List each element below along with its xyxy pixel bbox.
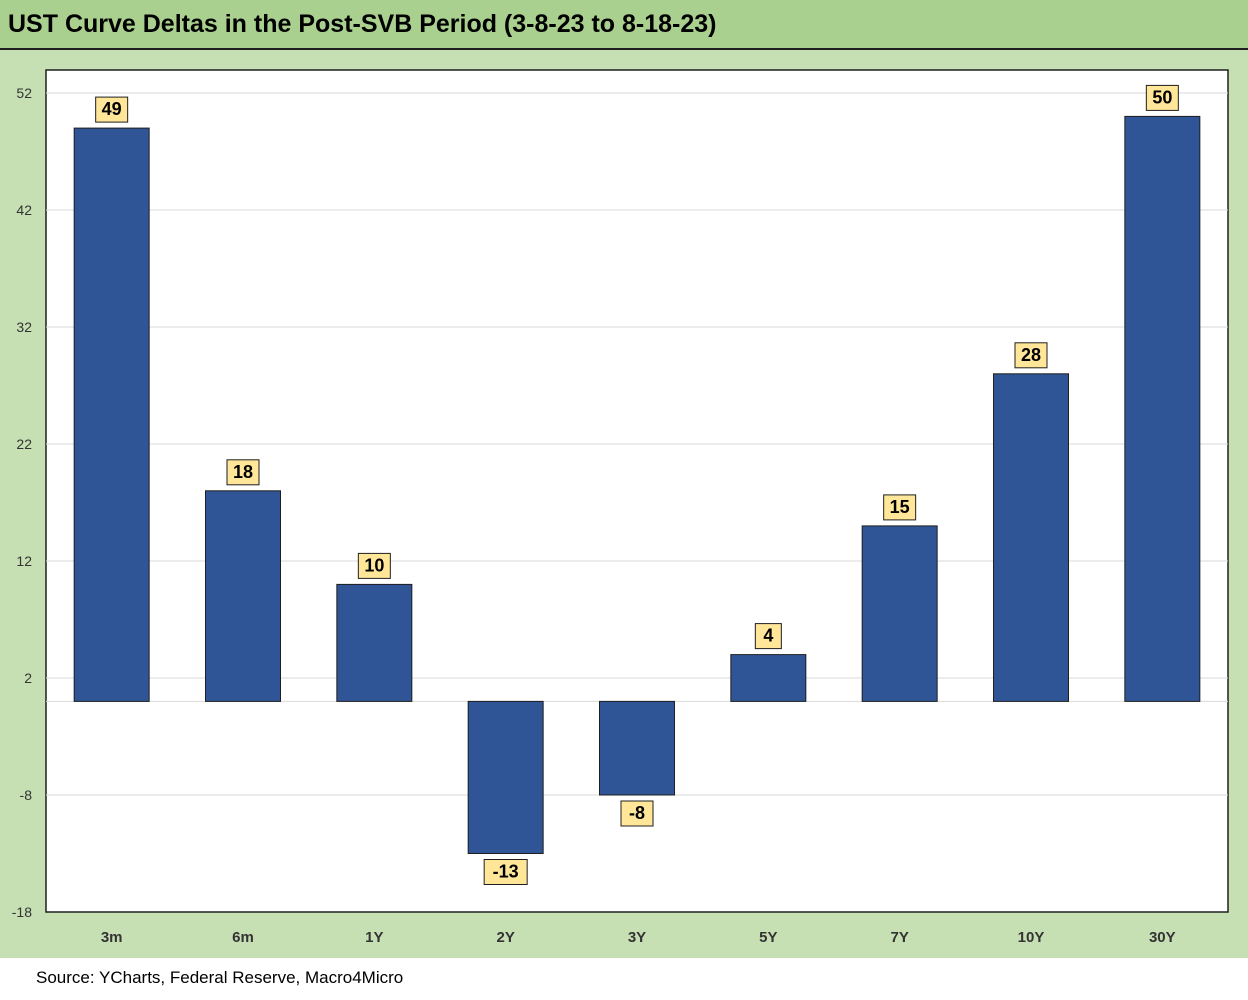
y-tick-label: 52	[16, 85, 32, 101]
x-tick-label: 6m	[232, 929, 254, 946]
data-label-box	[754, 623, 782, 650]
y-tick-label: 42	[16, 202, 32, 218]
data-label-box	[95, 96, 129, 123]
bar	[73, 127, 150, 702]
x-tick-label: 3Y	[628, 929, 646, 946]
data-label: 18	[226, 459, 260, 486]
bars	[73, 115, 1201, 855]
bar	[1124, 115, 1201, 702]
bar	[861, 525, 938, 702]
data-label: 10	[357, 552, 391, 579]
data-label-box	[357, 552, 391, 579]
y-tick-labels: 52 42 32 22 12 2 -8 -18	[12, 85, 32, 920]
y-tick-label: 12	[16, 553, 32, 569]
bar	[730, 654, 807, 702]
data-label-text: -13	[493, 862, 519, 882]
data-label-text: 50	[1152, 87, 1172, 107]
x-tick-label: 1Y	[365, 929, 383, 946]
source-note: Source: YCharts, Federal Reserve, Macro4…	[36, 968, 404, 987]
y-tick-label: -18	[12, 904, 32, 920]
data-label-text: -8	[629, 803, 645, 823]
bar	[599, 700, 675, 796]
data-label: 28	[1014, 342, 1048, 369]
data-label: -13	[483, 859, 528, 885]
chart-svg: 52 42 32 22 12 2 -8 -18 49 18 10 -13 -8 4 15 28 50 3m 6m…	[12, 69, 1229, 946]
data-label-text: 10	[364, 555, 384, 575]
data-label-box	[620, 800, 654, 827]
data-label-box	[1145, 84, 1179, 111]
data-label-text: 18	[233, 462, 253, 482]
data-label: 49	[95, 96, 129, 123]
data-label-box	[483, 859, 528, 885]
x-tick-label: 5Y	[759, 929, 777, 946]
y-tick-label: 32	[16, 319, 32, 335]
x-tick-label: 3m	[101, 929, 123, 946]
y-tick-label: 22	[16, 436, 32, 452]
data-label: -8	[620, 800, 654, 827]
x-tick-label: 7Y	[890, 929, 908, 946]
data-labels: 49 18 10 -13 -8 4 15 28 50	[95, 84, 1179, 885]
data-label-box	[883, 494, 917, 521]
data-label-box	[1014, 342, 1048, 369]
bar	[336, 583, 413, 702]
data-label-text: 28	[1021, 345, 1041, 365]
y-tick-label: -8	[20, 787, 33, 803]
data-label: 4	[754, 623, 782, 650]
data-label-text: 4	[763, 626, 773, 646]
data-label-text: 15	[890, 497, 910, 517]
title-bar: UST Curve Deltas in the Post-SVB Period …	[0, 0, 1248, 50]
data-label: 15	[883, 494, 917, 521]
data-label-text: 49	[102, 99, 122, 119]
x-tick-labels: 3m 6m 1Y 2Y 3Y 5Y 7Y 10Y 30Y	[101, 929, 1176, 946]
chart-title: UST Curve Deltas in the Post-SVB Period …	[8, 10, 717, 38]
data-label-box	[226, 459, 260, 486]
bar	[467, 700, 544, 855]
bar	[205, 490, 281, 702]
x-tick-label: 10Y	[1018, 929, 1045, 946]
x-tick-label: 2Y	[496, 929, 514, 946]
y-tick-label: 2	[24, 670, 32, 686]
bar	[993, 373, 1069, 702]
data-label: 50	[1145, 84, 1179, 111]
x-tick-label: 30Y	[1149, 929, 1176, 946]
